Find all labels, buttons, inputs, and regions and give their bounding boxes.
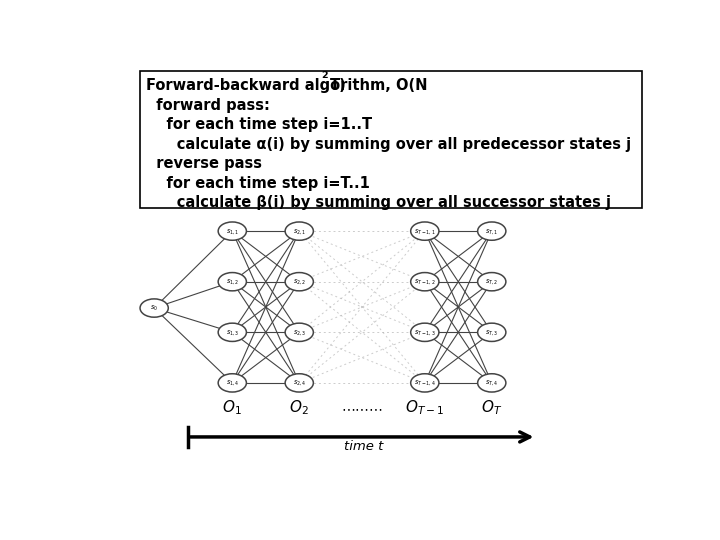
Ellipse shape bbox=[285, 374, 313, 392]
Text: $s_{1,4}$: $s_{1,4}$ bbox=[225, 379, 239, 387]
Text: $s_{T,2}$: $s_{T,2}$ bbox=[485, 277, 498, 286]
Ellipse shape bbox=[218, 222, 246, 240]
Text: $s_{2,1}$: $s_{2,1}$ bbox=[292, 227, 306, 235]
Text: $s_{1,3}$: $s_{1,3}$ bbox=[225, 328, 239, 337]
Text: $s_{1,1}$: $s_{1,1}$ bbox=[225, 227, 239, 235]
Text: $s_{T-1,1}$: $s_{T-1,1}$ bbox=[414, 227, 436, 235]
Text: $s_{T-1,3}$: $s_{T-1,3}$ bbox=[414, 328, 436, 337]
Text: $s_{2,2}$: $s_{2,2}$ bbox=[292, 277, 306, 286]
Text: for each time step i=1..T: for each time step i=1..T bbox=[145, 117, 372, 132]
Text: calculate α(i) by summing over all predecessor states j: calculate α(i) by summing over all prede… bbox=[145, 137, 631, 152]
Text: time t: time t bbox=[343, 440, 383, 453]
Ellipse shape bbox=[218, 323, 246, 341]
Ellipse shape bbox=[410, 273, 439, 291]
Ellipse shape bbox=[477, 273, 506, 291]
Text: $s_{2,4}$: $s_{2,4}$ bbox=[292, 379, 306, 387]
Text: $O_{T-1}$: $O_{T-1}$ bbox=[405, 399, 444, 417]
Ellipse shape bbox=[285, 222, 313, 240]
Text: calculate β(i) by summing over all successor states j: calculate β(i) by summing over all succe… bbox=[145, 195, 611, 211]
Ellipse shape bbox=[285, 323, 313, 341]
Text: reverse pass: reverse pass bbox=[145, 156, 262, 171]
Text: for each time step i=T..1: for each time step i=T..1 bbox=[145, 176, 369, 191]
Text: $O_T$: $O_T$ bbox=[481, 399, 503, 417]
Text: T): T) bbox=[330, 78, 347, 93]
Text: $s_{2,3}$: $s_{2,3}$ bbox=[292, 328, 306, 337]
Ellipse shape bbox=[218, 374, 246, 392]
Ellipse shape bbox=[477, 222, 506, 240]
Text: $s_{T-1,4}$: $s_{T-1,4}$ bbox=[414, 379, 436, 387]
Text: 2: 2 bbox=[322, 71, 328, 79]
Text: $s_0$: $s_0$ bbox=[150, 303, 158, 313]
Ellipse shape bbox=[477, 323, 506, 341]
Text: $s_{1,2}$: $s_{1,2}$ bbox=[225, 277, 239, 286]
Ellipse shape bbox=[410, 222, 439, 240]
Text: $s_{T,3}$: $s_{T,3}$ bbox=[485, 328, 498, 337]
FancyBboxPatch shape bbox=[140, 71, 642, 208]
Ellipse shape bbox=[477, 374, 506, 392]
Text: forward pass:: forward pass: bbox=[145, 98, 270, 113]
Ellipse shape bbox=[218, 273, 246, 291]
Text: $\cdots\cdots\cdots$: $\cdots\cdots\cdots$ bbox=[341, 401, 383, 415]
Text: $O_1$: $O_1$ bbox=[222, 399, 242, 417]
Ellipse shape bbox=[410, 323, 439, 341]
Text: $O_2$: $O_2$ bbox=[289, 399, 309, 417]
Text: $s_{T,4}$: $s_{T,4}$ bbox=[485, 379, 498, 387]
Text: Forward-backward algorithm, O(N: Forward-backward algorithm, O(N bbox=[145, 78, 427, 93]
Ellipse shape bbox=[140, 299, 168, 317]
Ellipse shape bbox=[410, 374, 439, 392]
Text: $s_{T-1,2}$: $s_{T-1,2}$ bbox=[414, 277, 436, 286]
Ellipse shape bbox=[285, 273, 313, 291]
Text: $s_{T,1}$: $s_{T,1}$ bbox=[485, 227, 498, 235]
